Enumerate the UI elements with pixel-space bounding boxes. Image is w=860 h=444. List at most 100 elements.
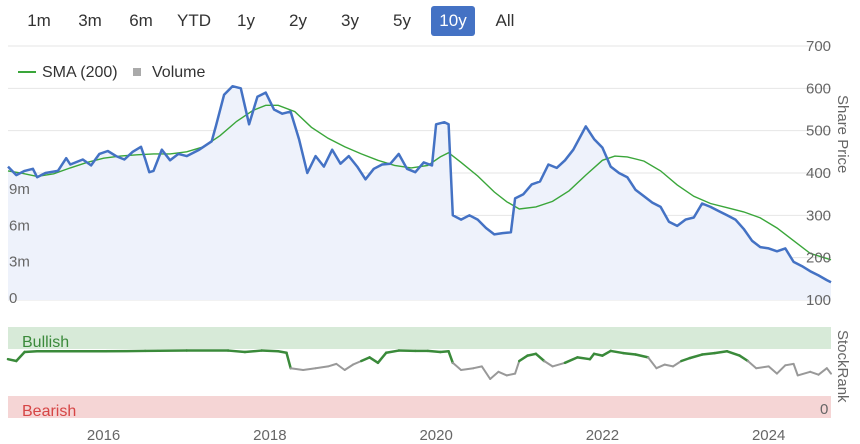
stockrank-segment [15,350,26,363]
stockrank-segment [227,349,247,354]
stockrank-axis-title: StockRank [834,330,851,403]
bullish-zone-label: Bullish [22,334,69,351]
x-tick-2022: 2022 [586,427,619,444]
stockrank-segment [451,361,463,371]
stockrank-segment [360,356,371,363]
range-button-10y[interactable]: 10y [431,6,475,36]
price-tick-700: 700 [806,38,831,55]
range-button-1y[interactable]: 1y [237,11,255,30]
stockrank-axis-zero: 0 [820,401,828,418]
stockrank-segment [543,360,554,368]
price-tick-500: 500 [806,123,831,140]
stockrank-segment [825,367,832,375]
stockrank-segment [327,362,338,368]
range-button-6m[interactable]: 6m [129,11,153,30]
stockrank-segment [514,360,521,375]
stockrank-segment [576,356,592,361]
stockrank-segment [755,365,770,370]
stockrank-segment [609,349,625,355]
bearish-zone-label: Bearish [22,403,76,420]
stockrank-segment [809,370,820,376]
x-tick-2024: 2024 [752,427,785,444]
stockrank-segment [289,367,305,371]
range-selector: 1m 3m 6m YTD 1y 2y 3y 5y 10y All [0,0,860,42]
stockrank-segment [601,349,612,357]
stockrank-segment [376,351,388,365]
stockrank-segment [351,360,363,366]
range-button-all[interactable]: All [495,11,515,30]
stockrank-segment [426,349,442,354]
volume-tick-3m: 3m [9,254,30,271]
bearish-zone [8,396,831,418]
stockrank-segment [817,367,828,376]
price-tick-400: 400 [806,165,831,182]
stockrank-segment [384,349,400,354]
stockrank-segment [663,363,675,368]
x-tick-2018: 2018 [253,427,286,444]
volume-tick-0: 0 [9,290,17,307]
stockrank-segment [505,372,517,377]
stockrank-segment [713,350,729,355]
volume-axis-labels: 0 3m 6m 9m [9,181,30,307]
stockrank-segment [621,351,637,356]
bullish-zone [8,327,831,349]
price-tick-300: 300 [806,207,831,224]
stockrank-segment [672,360,683,368]
stockrank-line [6,349,832,380]
x-tick-2020: 2020 [419,427,452,444]
legend-volume-swatch [133,68,141,76]
stockrank-segment [335,362,346,371]
stockrank-segment [497,370,508,377]
volume-tick-6m: 6m [9,217,30,234]
stockrank-segment [302,367,317,371]
stockrank-segment [534,352,546,363]
stockrank-segment [725,350,741,357]
stockrank-segment [700,351,716,356]
price-tick-600: 600 [806,80,831,97]
stockrank-segment [447,350,455,365]
stockrank-segment [526,352,538,357]
stockrank-segment [680,356,691,363]
price-tick-100: 100 [806,292,831,309]
stockrank-segment [796,370,812,377]
x-tick-2016: 2016 [87,427,120,444]
stockrank-segment [738,354,750,363]
stockrank-segment [792,362,799,377]
range-button-ytd[interactable]: YTD [177,11,211,30]
stockrank-segment [784,362,795,367]
stockrank-segment [563,356,579,365]
legend: SMA (200) Volume [18,64,205,81]
stockrank-segment [243,349,263,354]
stockrank-segment [23,350,39,354]
volume-tick-9m: 9m [9,181,30,198]
stockrank-segment [655,363,666,370]
range-button-2y[interactable]: 2y [289,11,307,30]
range-button-3y[interactable]: 3y [341,11,359,30]
range-button-3m[interactable]: 3m [78,11,102,30]
stockrank-segment [634,353,650,359]
stockrank-segment [775,364,787,375]
stockrank-segment [767,365,778,375]
stockrank-segment [647,356,658,370]
stockrank-segment [460,367,475,371]
stockrank-segment [551,361,566,368]
stockrank-segment [314,365,330,370]
range-button-5y[interactable]: 5y [393,11,411,30]
stockrank-segment [439,350,450,354]
price-axis-title: Share Price [834,95,851,173]
x-axis-labels: 2016 2018 2020 2022 2024 [87,427,785,444]
price-area-fill [8,86,831,300]
stockrank-segment [592,352,604,357]
stockrank-segment [6,357,18,363]
stockrank-segment [285,351,292,370]
stockrank-segment [480,365,492,380]
stockrank-segment [489,370,500,380]
stockrank-segment [518,354,529,363]
stockrank-segment [276,350,288,354]
stockrank-segment [746,360,758,370]
range-button-1m[interactable]: 1m [27,11,51,30]
legend-volume-label[interactable]: Volume [152,64,205,81]
legend-sma-label[interactable]: SMA (200) [42,64,118,81]
price-tick-200: 200 [806,250,831,267]
